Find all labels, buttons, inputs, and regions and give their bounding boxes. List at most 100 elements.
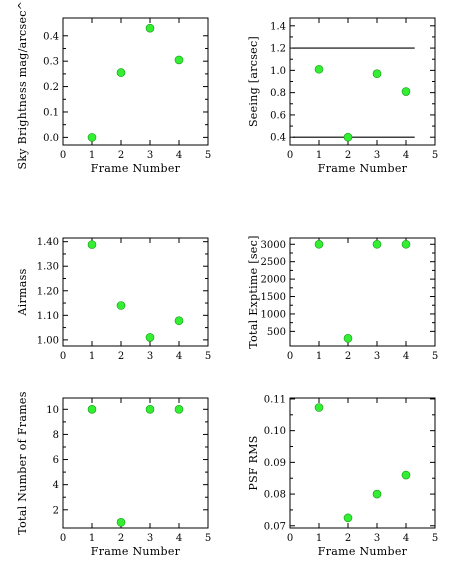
x-tick-label: 3 <box>147 150 153 161</box>
y-tick-label: 1.0 <box>270 66 286 77</box>
y-tick-label: 1.00 <box>37 335 59 346</box>
data-point <box>174 405 184 414</box>
data-point <box>372 239 382 249</box>
y-tick-label: 2000 <box>261 275 286 286</box>
y-axis-label: Total Exptime [sec] <box>247 235 260 348</box>
x-tick-label: 4 <box>403 533 409 544</box>
panel-2: 0 1 2 3 4 5 0.4 0.6 0.8 1.0 1.2 1.4 Frame Number Seei… <box>247 17 438 175</box>
x-axis-label: Frame Number <box>318 545 408 558</box>
x-tick-label: 2 <box>118 533 124 544</box>
y-tick-label: 1500 <box>261 292 286 303</box>
data-point <box>314 403 324 412</box>
x-axis-label: Frame Number <box>318 162 408 175</box>
x-tick-label: 1 <box>316 150 322 161</box>
x-tick-label: 2 <box>345 150 351 161</box>
x-tick-label: 5 <box>205 351 211 362</box>
y-tick-label: 0.10 <box>264 426 286 437</box>
y-axis-label: Seeing [arcsec] <box>247 36 260 127</box>
y-tick-label: 1.10 <box>37 311 59 322</box>
y-tick-label: 0.2 <box>43 82 59 93</box>
y-tick-label: 6 <box>53 455 59 466</box>
data-point <box>372 489 382 499</box>
plot-frame <box>62 237 209 347</box>
y-axis-label: Airmass <box>16 268 29 316</box>
y-tick-label: 0.4 <box>270 133 286 144</box>
y-tick-label: 1.20 <box>37 286 59 297</box>
x-tick-label: 3 <box>147 533 153 544</box>
data-point <box>116 518 126 527</box>
data-point <box>343 334 353 343</box>
panel-6: 0 1 2 3 4 5 0.07 0.08 0.09 0.10 0.11 Frame Number PS… <box>247 394 438 558</box>
data-point <box>314 64 324 74</box>
x-tick-label: 1 <box>316 351 322 362</box>
x-tick-label: 1 <box>89 533 95 544</box>
x-tick-label: 3 <box>374 351 380 362</box>
x-axis-label: Frame Number <box>91 545 181 558</box>
x-tick-label: 3 <box>374 150 380 161</box>
data-point <box>145 405 155 414</box>
data-point <box>401 87 411 96</box>
y-tick-label: 10 <box>46 405 59 416</box>
x-tick-label: 5 <box>205 150 211 161</box>
data-point <box>174 55 184 65</box>
x-tick-label: 4 <box>176 351 182 362</box>
x-tick-label: 4 <box>176 150 182 161</box>
plot-frame <box>289 237 436 347</box>
y-tick-label: 500 <box>267 327 286 338</box>
y-tick-label: 0.1 <box>43 107 59 118</box>
x-tick-label: 0 <box>287 351 293 362</box>
y-tick-label: 4 <box>53 480 59 491</box>
y-axis-label: Sky Brightness mag/arcsec^2 <box>16 0 29 170</box>
y-tick-label: 2 <box>53 505 59 516</box>
data-point <box>372 69 382 79</box>
x-tick-label: 4 <box>403 150 409 161</box>
x-tick-label: 3 <box>374 533 380 544</box>
panel-3: 0 1 2 3 4 5 1.00 1.10 1.20 1.30 1.40 Airmass <box>16 237 211 362</box>
y-axis-label: PSF RMS <box>247 435 260 490</box>
y-tick-label: 1000 <box>261 309 286 320</box>
y-tick-label: 2500 <box>261 257 286 268</box>
panel-5: 0 1 2 3 4 5 2 4 6 8 10 Frame Number Total Number of … <box>16 391 211 558</box>
x-tick-label: 5 <box>432 533 438 544</box>
x-tick-label: 0 <box>287 533 293 544</box>
x-tick-label: 0 <box>60 533 66 544</box>
data-point <box>314 239 324 249</box>
x-tick-label: 0 <box>287 150 293 161</box>
y-tick-label: 0.3 <box>43 57 59 68</box>
x-tick-label: 0 <box>60 351 66 362</box>
plot-frame <box>62 397 209 529</box>
y-tick-label: 0.0 <box>43 133 59 144</box>
plot-frame <box>62 17 209 146</box>
x-tick-label: 3 <box>147 351 153 362</box>
data-point <box>401 470 411 480</box>
x-tick-label: 0 <box>60 150 66 161</box>
x-tick-label: 5 <box>432 351 438 362</box>
data-point <box>343 132 353 142</box>
y-tick-label: 0.6 <box>270 110 286 121</box>
y-tick-label: 0.8 <box>270 88 286 99</box>
y-tick-label: 0.07 <box>264 521 286 532</box>
data-point <box>116 68 126 77</box>
data-point <box>116 301 126 310</box>
x-axis-label: Frame Number <box>91 162 181 175</box>
y-tick-label: 1.2 <box>270 44 286 55</box>
data-point <box>145 23 155 33</box>
y-tick-label: 0.08 <box>264 490 286 501</box>
x-tick-label: 5 <box>432 150 438 161</box>
y-tick-label: 1.4 <box>270 21 286 32</box>
panel-1: 0 1 2 3 4 5 0.0 0.1 0.2 0.3 0.4 Frame Number Sky Bri… <box>16 0 211 175</box>
x-tick-label: 1 <box>89 150 95 161</box>
data-point <box>87 133 97 142</box>
y-tick-label: 3000 <box>261 240 286 251</box>
data-point <box>87 240 97 249</box>
data-point <box>401 239 411 249</box>
x-tick-label: 2 <box>345 533 351 544</box>
x-tick-label: 2 <box>118 150 124 161</box>
y-tick-label: 0.4 <box>43 31 59 42</box>
data-point <box>145 333 155 342</box>
x-tick-label: 1 <box>89 351 95 362</box>
x-tick-label: 4 <box>403 351 409 362</box>
x-tick-label: 4 <box>176 533 182 544</box>
